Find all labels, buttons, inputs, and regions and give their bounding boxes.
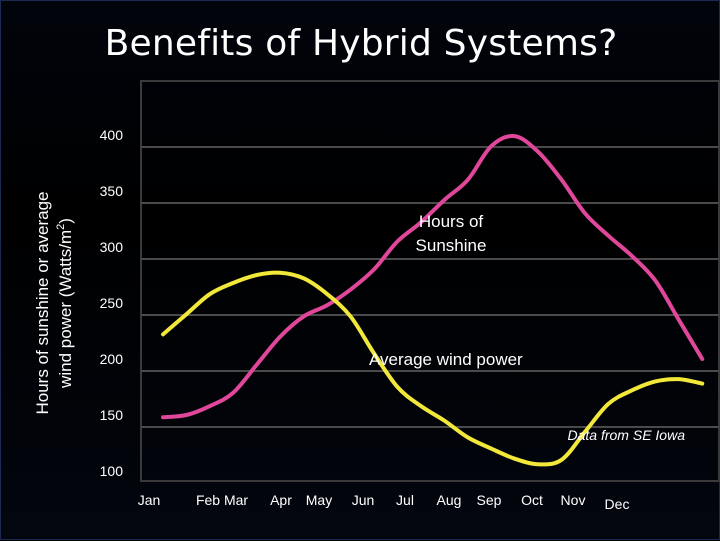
x-tick-label: Aug xyxy=(437,492,462,508)
x-tick-labels: Jan Feb Mar Apr May Jun Jul Aug Sep Oct Nov Dec xyxy=(138,492,630,512)
y-tick-label: 250 xyxy=(100,295,124,311)
x-tick-label: Feb xyxy=(196,492,220,508)
sunshine-series-line xyxy=(161,133,705,420)
y-tick-label: 350 xyxy=(100,183,124,199)
y-axis-label-line2: wind power (Watts/m2) xyxy=(55,218,75,389)
x-tick-label: Mar xyxy=(224,492,248,508)
y-tick-label: 300 xyxy=(100,239,124,255)
data-source-note: Data from SE Iowa xyxy=(568,427,686,443)
grid-lines xyxy=(141,146,719,428)
x-tick-label: May xyxy=(306,492,332,508)
x-tick-label: Nov xyxy=(561,492,586,508)
y-tick-labels: 400 350 300 250 200 150 100 xyxy=(100,127,124,479)
x-tick-label: Jun xyxy=(352,492,375,508)
x-tick-label: Jan xyxy=(138,492,161,508)
y-tick-label: 150 xyxy=(100,407,124,423)
slide-title: Benefits of Hybrid Systems? xyxy=(104,23,618,64)
x-tick-label: Oct xyxy=(521,492,543,508)
sunshine-series-label-line1: Hours of xyxy=(419,212,484,231)
y-tick-label: 400 xyxy=(100,127,124,143)
x-tick-label: Apr xyxy=(270,492,292,508)
x-tick-label: Jul xyxy=(396,492,414,508)
wind-series-line xyxy=(161,270,705,467)
y-tick-label: 200 xyxy=(100,351,124,367)
sunshine-series-label-line2: Sunshine xyxy=(416,236,487,255)
x-tick-label: Sep xyxy=(477,492,502,508)
series-lines xyxy=(161,133,705,467)
y-axis-label-line1: Hours of sunshine or average xyxy=(33,191,52,414)
plot-frame xyxy=(140,80,720,482)
wind-series-label: Average wind power xyxy=(369,350,523,369)
y-tick-label: 100 xyxy=(100,463,124,479)
x-tick-label: Dec xyxy=(605,496,630,512)
